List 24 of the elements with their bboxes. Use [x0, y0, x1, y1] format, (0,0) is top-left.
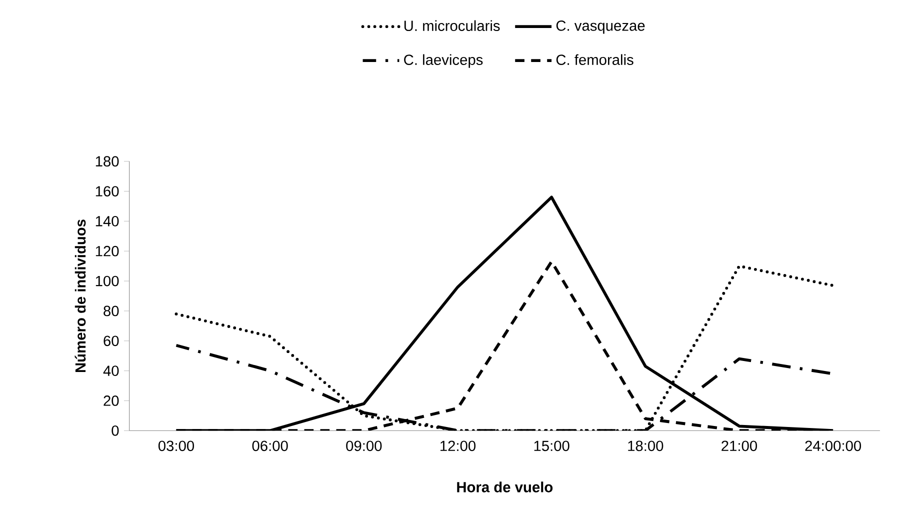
x-tick-label: 09:00	[346, 440, 382, 452]
y-tick-label: 120	[96, 246, 119, 256]
x-tick-label: 15:00	[534, 440, 570, 452]
x-tick-label: 03:00	[158, 440, 194, 452]
y-tick-label: 100	[96, 276, 119, 286]
x-tick-label: 24:00:00	[805, 440, 862, 452]
x-tick-label: 18:00	[628, 440, 664, 452]
x-tick-label: 06:00	[252, 440, 288, 452]
legend-label: C. laeviceps	[404, 54, 483, 68]
y-tick-label: 80	[104, 306, 119, 316]
y-tick-label: 20	[104, 396, 119, 406]
y-tick-label: 0	[112, 425, 119, 436]
y-tick-label: 60	[104, 336, 119, 346]
y-tick-label: 160	[96, 186, 119, 196]
y-tick-label: 180	[96, 156, 119, 167]
x-tick-label: 21:00	[722, 440, 757, 452]
legend-label: C. femoralis	[556, 54, 634, 65]
x-tick-label: 12:00	[440, 440, 476, 452]
x-axis-title: Hora de vuelo	[457, 482, 553, 492]
legend-label: U. microcularis	[404, 20, 500, 32]
legend-label: C. vasquezae	[556, 20, 645, 34]
y-tick-label: 140	[96, 216, 119, 226]
y-axis-title: Número de individuos	[74, 220, 86, 372]
y-tick-label: 40	[103, 366, 119, 376]
